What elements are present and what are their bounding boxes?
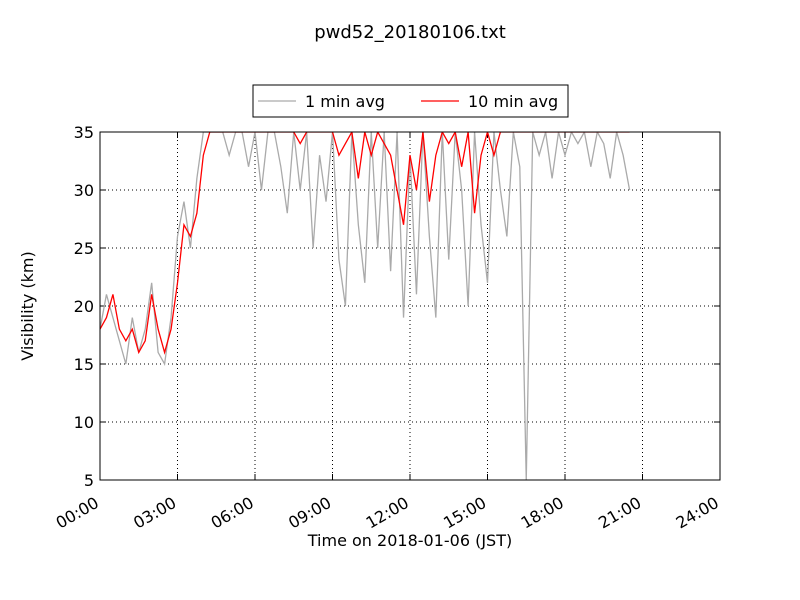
x-axis-label: Time on 2018-01-06 (JST) [307,531,512,550]
y-tick-label: 5 [84,471,94,490]
data-line [100,132,630,355]
y-tick-label: 10 [74,413,94,432]
x-tick-label: 00:00 [53,493,102,533]
x-tick-label: 12:00 [363,493,412,533]
y-tick-label: 15 [74,355,94,374]
y-tick-label: 25 [74,239,94,258]
legend: 1 min avg 10 min avg [252,84,569,118]
y-axis-label: Visibility (km) [18,251,37,360]
x-tick-label: 09:00 [285,493,334,533]
x-tick-label: 18:00 [518,493,567,533]
y-tick-label: 35 [74,123,94,142]
legend-box [252,84,569,118]
x-tick-label: 15:00 [440,493,489,533]
chart-title: pwd52_20180106.txt [314,22,506,43]
x-tick-label: 03:00 [130,493,179,533]
x-tick-label: 24:00 [673,493,722,533]
x-tick-label: 21:00 [595,493,644,533]
x-tick-label: 06:00 [208,493,257,533]
y-tick-label: 20 [74,297,94,316]
plot-frame [99,131,721,481]
y-tick-label: 30 [74,181,94,200]
legend-label: 1 min avg [305,92,385,111]
legend-label: 10 min avg [468,92,558,111]
